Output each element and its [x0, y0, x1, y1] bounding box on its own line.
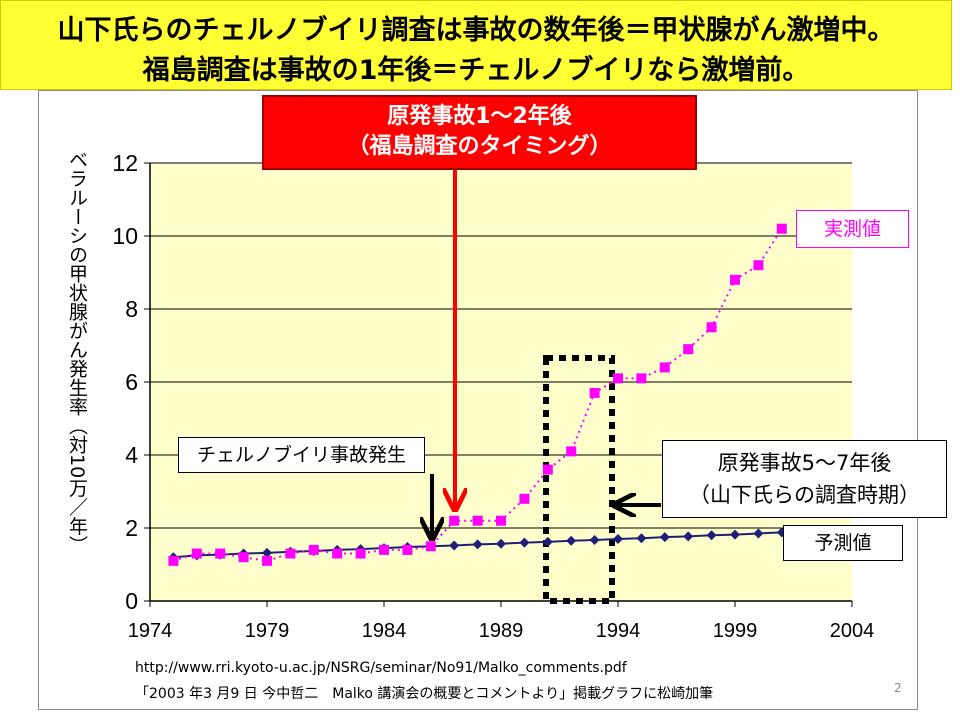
- fukushima-timing-line-1: 原発事故1～2年後: [387, 104, 572, 129]
- measured-point: [449, 515, 460, 526]
- predicted-point: [566, 535, 577, 546]
- measured-point: [402, 544, 413, 555]
- source-url: http://www.rri.kyoto-u.ac.jp/NSRG/semina…: [135, 660, 627, 676]
- y-tick-label: 8: [125, 296, 138, 322]
- fukushima-timing-callout: 原発事故1～2年後 （福島調査のタイミング）: [262, 95, 697, 170]
- y-tick-label: 2: [125, 515, 138, 541]
- predicted-point: [636, 533, 647, 544]
- predicted-point: [519, 537, 530, 548]
- chernobyl-accident-callout: チェルノブイリ事故発生: [178, 437, 425, 473]
- measured-point: [776, 223, 787, 234]
- measured-point: [706, 322, 717, 333]
- yamashita-survey-callout: 原発事故5～7年後 （山下氏らの調査時期）: [662, 440, 947, 518]
- x-tick-label: 1999: [713, 620, 758, 642]
- measured-point: [659, 362, 670, 373]
- predicted-point: [730, 529, 740, 540]
- measured-point: [730, 274, 740, 285]
- y-axis-label: ベラルーシの甲状腺がん発生率（対10万／年）: [66, 150, 88, 555]
- fukushima-timing-line-2: （福島調査のタイミング）: [347, 134, 612, 159]
- measured-point: [379, 544, 389, 555]
- headline-line-1: 山下氏らのチェルノブイリ調査は事故の数年後＝甲状腺がん激増中。: [57, 15, 895, 46]
- measured-point: [613, 373, 623, 384]
- y-tick-label: 6: [125, 369, 138, 395]
- predicted-point: [542, 536, 553, 547]
- source-note: 「2003 年3 月9 日 今中哲二 Malko 講演会の概要とコメントより」掲…: [135, 686, 714, 702]
- measured-point: [168, 555, 179, 566]
- measured-point: [753, 260, 764, 271]
- measured-point: [636, 373, 647, 384]
- predicted-point: [496, 538, 506, 549]
- page-number: 2: [894, 681, 902, 695]
- predicted-point: [706, 530, 717, 541]
- y-tick-label: 4: [125, 442, 138, 468]
- predicted-value-label: 予測値: [783, 525, 903, 561]
- x-tick-label: 1974: [128, 620, 173, 642]
- x-tick-label: 1979: [245, 620, 290, 642]
- predicted-point: [683, 531, 694, 542]
- measured-point: [191, 548, 202, 559]
- measured-point: [566, 446, 577, 457]
- measured-point: [542, 464, 553, 475]
- predicted-point: [262, 547, 272, 558]
- measured-point: [519, 493, 530, 504]
- predicted-point: [472, 539, 483, 550]
- measured-point: [238, 552, 249, 563]
- measured-point: [285, 548, 296, 559]
- yamashita-survey-line-2: （山下氏らの調査時期）: [689, 483, 920, 507]
- measured-value-label: 実測値: [796, 210, 909, 248]
- predicted-point: [659, 532, 670, 543]
- y-tick-label: 0: [125, 588, 138, 614]
- survey-period-box: [543, 355, 615, 604]
- x-tick-label: 2004: [830, 620, 875, 642]
- yamashita-survey-line-1: 原発事故5～7年後: [717, 451, 892, 475]
- x-tick-label: 1994: [596, 620, 641, 642]
- predicted-point: [753, 528, 764, 539]
- measured-point: [496, 515, 506, 526]
- measured-point: [425, 541, 436, 552]
- x-tick-label: 1984: [362, 620, 407, 642]
- measured-point: [215, 548, 226, 559]
- measured-point: [355, 548, 366, 559]
- measured-point: [472, 515, 483, 526]
- measured-point: [308, 544, 319, 555]
- x-tick-label: 1989: [479, 620, 524, 642]
- headline-banner: 山下氏らのチェルノブイリ調査は事故の数年後＝甲状腺がん激増中。 福島調査は事故の…: [0, 0, 952, 90]
- measured-point: [262, 555, 272, 566]
- predicted-point: [589, 535, 600, 546]
- y-tick-label: 10: [112, 223, 138, 249]
- y-tick-label: 12: [112, 150, 138, 176]
- predicted-point: [449, 540, 460, 551]
- predicted-point: [613, 533, 623, 544]
- slide-frame: [38, 90, 918, 710]
- measured-point: [589, 387, 600, 398]
- measured-point: [683, 344, 694, 355]
- measured-point: [332, 548, 343, 559]
- headline-line-2: 福島調査は事故の1年後＝チェルノブイリなら激増前。: [142, 55, 810, 86]
